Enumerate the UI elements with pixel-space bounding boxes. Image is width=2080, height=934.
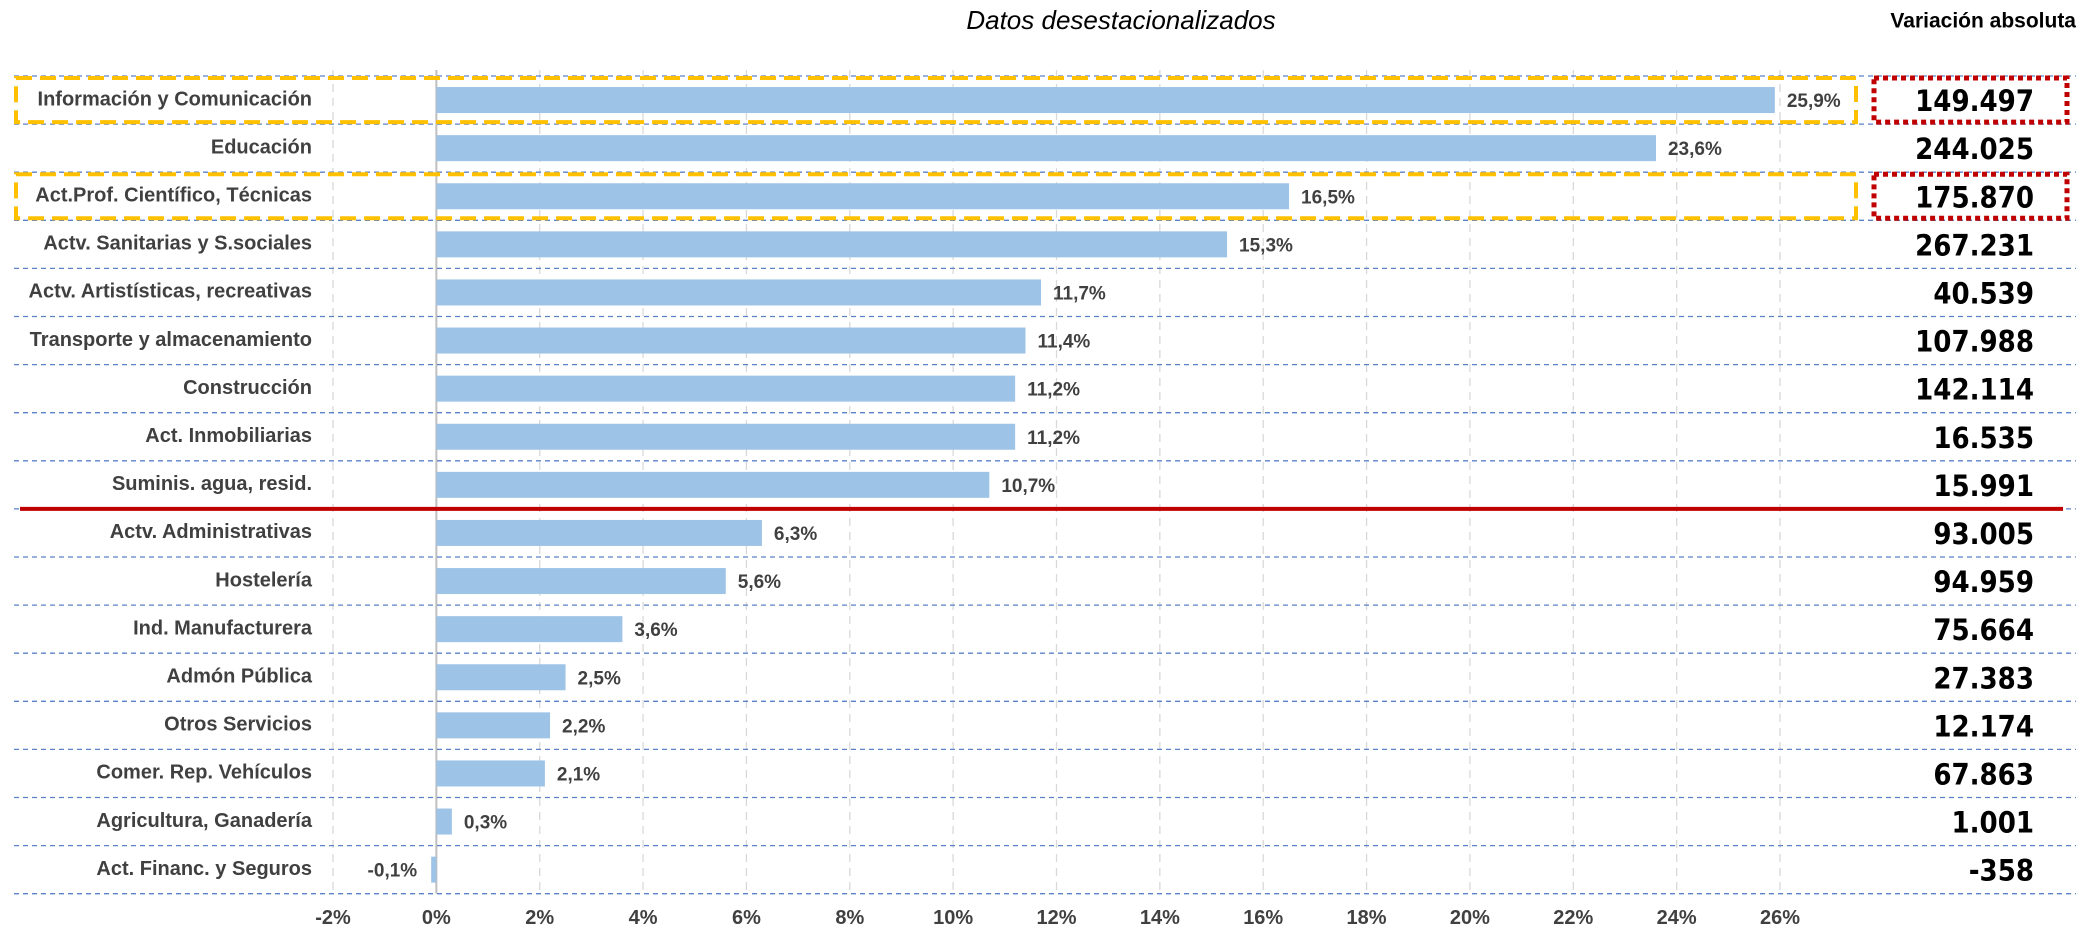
value-highlight-box [1871, 171, 2070, 221]
bar [431, 856, 437, 883]
category-label: Suminis. agua, resid. [112, 473, 312, 495]
absolute-value: 67.863 [1933, 757, 2034, 791]
bar [436, 423, 1016, 450]
category-label: Información y Comunicación [38, 88, 312, 110]
bar [436, 808, 452, 835]
chart-title: Datos desestacionalizados [966, 5, 1275, 35]
absolute-value: 15.991 [1933, 469, 2034, 503]
x-tick-label: 10% [933, 907, 973, 929]
x-tick-label: 12% [1036, 907, 1076, 929]
bar [436, 760, 545, 787]
bar [436, 279, 1041, 306]
x-tick-label: 16% [1243, 907, 1283, 929]
absolute-value: 142.114 [1915, 373, 2034, 407]
value-label: 15,3% [1239, 235, 1293, 256]
value-label: 6,3% [774, 524, 817, 545]
absolute-value: -358 [1969, 854, 2034, 888]
bar [436, 87, 1775, 114]
category-label: Educación [211, 136, 312, 158]
value-label: 23,6% [1668, 139, 1722, 160]
x-tick-label: 18% [1347, 907, 1387, 929]
value-label: 11,4% [1037, 332, 1090, 353]
absolute-value: 94.959 [1933, 565, 2034, 599]
bar [436, 616, 623, 643]
bar [436, 183, 1290, 210]
absolute-value: 267.231 [1915, 228, 2034, 262]
absolute-value: 40.539 [1933, 276, 2034, 310]
x-tick-label: 4% [629, 907, 658, 929]
highlight-box [14, 76, 1858, 125]
x-tick-label: 14% [1140, 907, 1180, 929]
bar [436, 231, 1228, 258]
absolute-value: 75.664 [1933, 613, 2034, 647]
category-label: Act. Inmobiliarias [145, 425, 312, 447]
x-tick-label: 8% [835, 907, 864, 929]
absolute-value: 1.001 [1951, 806, 2034, 840]
category-label: Agricultura, Ganadería [96, 810, 312, 832]
category-label: Admón Pública [166, 666, 312, 688]
x-tick-label: 22% [1553, 907, 1593, 929]
bar [436, 135, 1656, 162]
value-label: 10,7% [1001, 476, 1055, 497]
bar [436, 375, 1016, 402]
x-tick-label: 26% [1760, 907, 1800, 929]
absolute-value: 244.025 [1915, 132, 2034, 166]
category-label: Comer. Rep. Vehículos [96, 762, 312, 784]
absolute-value: 12.174 [1933, 709, 2034, 743]
column-title: Variación absoluta [1890, 10, 2076, 33]
absolute-value: 149.497 [1915, 84, 2034, 118]
x-tick-label: 24% [1657, 907, 1697, 929]
x-tick-label: 0% [422, 907, 451, 929]
category-label: Transporte y almacenamiento [30, 329, 312, 351]
value-label: 25,9% [1787, 91, 1841, 112]
absolute-value: 16.535 [1933, 421, 2034, 455]
x-tick-label: -2% [315, 907, 351, 929]
category-label: Construcción [183, 377, 312, 399]
value-label: 3,6% [634, 620, 677, 641]
x-tick-label: 6% [732, 907, 761, 929]
absolute-value: 27.383 [1933, 661, 2034, 695]
value-label: 2,1% [557, 764, 600, 785]
bar [436, 519, 762, 546]
bar [436, 471, 990, 498]
value-label: 0,3% [464, 813, 507, 834]
value-label: -0,1% [368, 861, 418, 882]
category-label: Hostelería [215, 569, 313, 591]
category-label: Ind. Manufacturera [133, 617, 313, 639]
highlight-box [14, 172, 1858, 221]
value-label: 5,6% [738, 572, 781, 593]
bar [436, 327, 1026, 354]
category-label: Act. Financ. y Seguros [96, 858, 312, 880]
value-label: 2,5% [578, 668, 621, 689]
value-label: 11,7% [1053, 283, 1106, 304]
value-label: 16,5% [1301, 187, 1355, 208]
bar [436, 568, 726, 595]
x-tick-label: 2% [525, 907, 554, 929]
category-label: Otros Servicios [164, 714, 312, 736]
x-tick-label: 20% [1450, 907, 1490, 929]
value-label: 11,2% [1027, 428, 1080, 449]
category-label: Act.Prof. Científico, Técnicas [35, 185, 312, 207]
category-label: Actv. Artistísticas, recreativas [29, 281, 313, 303]
value-highlight-box [1871, 75, 2070, 125]
bar [436, 664, 566, 691]
value-label: 11,2% [1027, 380, 1080, 401]
absolute-value: 175.870 [1915, 180, 2034, 214]
bar [436, 712, 551, 739]
absolute-value: 93.005 [1933, 517, 2034, 551]
value-label: 2,2% [562, 716, 605, 737]
absolute-value: 107.988 [1915, 325, 2034, 359]
category-label: Actv. Sanitarias y S.sociales [43, 233, 312, 255]
category-label: Actv. Administrativas [110, 521, 312, 543]
